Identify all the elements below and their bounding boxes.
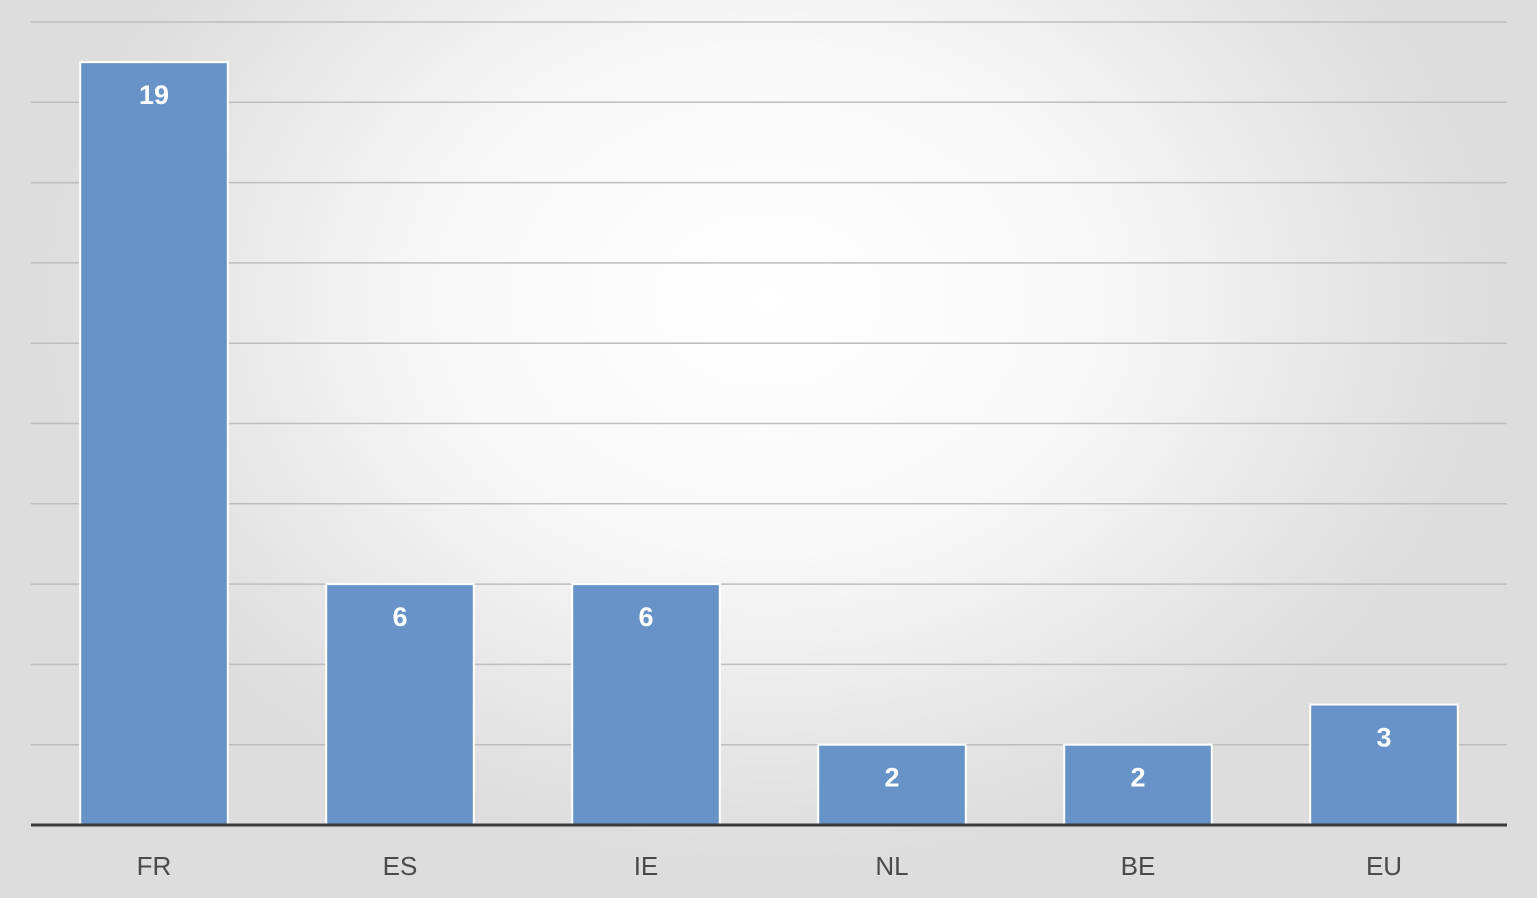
x-tick-label-be: BE [1121, 851, 1156, 881]
data-labels: 19 6 6 2 2 3 [139, 80, 1392, 793]
data-label-es: 6 [392, 602, 407, 632]
x-tick-label-ie: IE [634, 851, 659, 881]
bar-eu [1309, 703, 1459, 826]
bar-fr [79, 61, 229, 826]
data-label-nl: 2 [884, 763, 899, 793]
bar-ie [571, 583, 721, 826]
data-label-eu: 3 [1376, 723, 1391, 753]
bar-es [325, 583, 475, 826]
bar-be [1063, 743, 1213, 827]
bars [79, 61, 1459, 827]
x-tick-label-nl: NL [875, 851, 908, 881]
data-label-fr: 19 [139, 80, 169, 110]
x-axis-tick-labels: FR ES IE NL BE EU [137, 851, 1402, 881]
data-label-be: 2 [1130, 763, 1145, 793]
x-tick-label-eu: EU [1366, 851, 1402, 881]
gridlines [31, 21, 1507, 746]
x-tick-label-es: ES [383, 851, 418, 881]
data-label-ie: 6 [638, 602, 653, 632]
x-tick-label-fr: FR [137, 851, 172, 881]
